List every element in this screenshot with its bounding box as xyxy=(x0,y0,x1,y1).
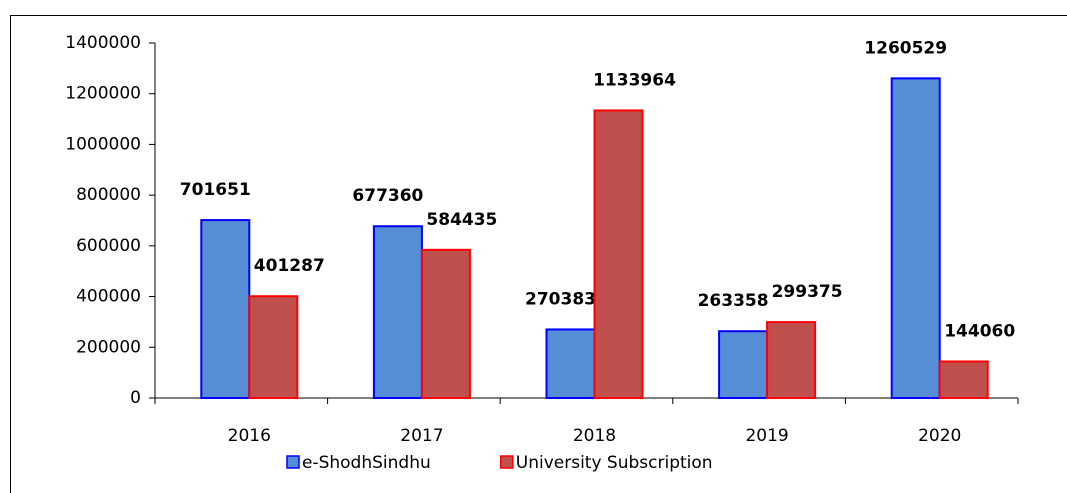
bar xyxy=(545,328,596,399)
legend-label: e-ShodhSindhu xyxy=(302,453,431,473)
value-label: 584435 xyxy=(426,210,497,230)
value-label: 270383 xyxy=(525,289,596,309)
y-tick-label: 1000000 xyxy=(65,134,141,154)
bar xyxy=(372,225,423,399)
y-tick-label: 600000 xyxy=(76,236,141,256)
value-label: 677360 xyxy=(352,186,423,206)
legend-label: University Subscription xyxy=(516,453,713,473)
y-tick-label: 400000 xyxy=(76,287,141,307)
value-label: 299375 xyxy=(772,282,843,302)
legend-swatch xyxy=(500,455,514,469)
value-label: 144060 xyxy=(944,321,1015,341)
bar xyxy=(200,219,251,399)
value-label: 1133964 xyxy=(593,70,676,90)
value-label: 701651 xyxy=(180,180,251,200)
bar xyxy=(938,360,989,399)
bar xyxy=(593,109,644,399)
x-tick-label: 2017 xyxy=(400,426,443,446)
bar xyxy=(718,330,769,400)
y-tick-label: 800000 xyxy=(76,185,141,205)
value-label: 401287 xyxy=(254,256,325,276)
bar xyxy=(890,77,941,399)
x-tick-label: 2020 xyxy=(918,426,961,446)
value-label: 1260529 xyxy=(864,38,947,58)
bar xyxy=(248,295,299,400)
y-tick-label: 0 xyxy=(130,388,141,408)
y-tick-label: 1200000 xyxy=(65,84,141,104)
x-tick-label: 2016 xyxy=(228,426,271,446)
x-tick-label: 2018 xyxy=(573,426,616,446)
y-tick-label: 200000 xyxy=(76,337,141,357)
bar xyxy=(420,248,471,399)
bar xyxy=(766,321,817,400)
legend-swatch xyxy=(286,455,300,469)
value-label: 263358 xyxy=(698,291,769,311)
x-tick-label: 2019 xyxy=(745,426,788,446)
y-tick-label: 1400000 xyxy=(65,33,141,53)
